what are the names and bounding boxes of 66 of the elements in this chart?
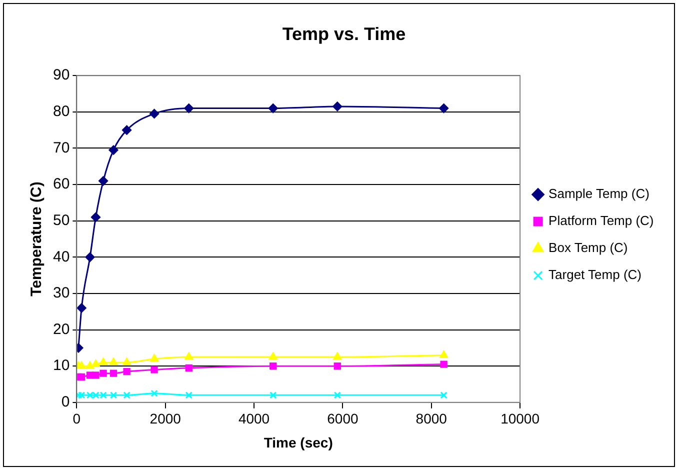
point [122,358,131,366]
x-axis-title: Time (sec) [264,434,333,450]
point [185,364,192,372]
point [268,352,278,360]
x-tick-label: 4000 [238,410,270,427]
legend-label: Sample Temp (C) [548,186,650,202]
point [76,392,82,399]
point [123,368,130,376]
y-tick-label: 40 [52,248,70,266]
x-tick-label: 0 [72,410,81,427]
y-tick-label: 30 [52,284,70,302]
point [122,125,132,135]
point [109,358,118,366]
y-tick-label: 80 [52,103,70,120]
point [268,104,278,114]
point [334,392,341,399]
point [85,252,95,262]
point [184,352,194,360]
point [333,352,342,360]
point [86,361,94,369]
point [86,392,94,399]
point [92,372,100,379]
point [440,392,448,399]
point [98,176,108,186]
y-tick-label: 20 [52,320,70,338]
point [92,360,100,368]
point [77,361,86,369]
point [150,354,158,362]
x-tick-label: 8000 [416,410,448,427]
point [185,392,192,399]
y-axis-title: Temperature (C) [28,182,46,296]
x-tick-label: 2000 [150,410,182,427]
point [150,390,158,397]
point [150,108,160,118]
point [110,370,118,377]
point [100,392,107,399]
point [108,145,118,155]
point [270,362,277,370]
y-tick-label: 50 [52,212,70,229]
point [270,392,277,399]
point [110,392,118,399]
point [91,212,100,222]
point [150,366,158,374]
chart-title: Temp vs. Time [282,24,406,44]
point [123,392,130,399]
point [332,102,342,112]
point [99,358,108,366]
x-tick-label: 6000 [327,410,358,427]
point [334,362,341,370]
point [76,303,86,313]
y-tick-label: 70 [52,139,70,156]
legend-label: Box Temp (C) [548,240,628,256]
point [100,370,107,377]
point [78,373,86,381]
legend-label: Target Temp (C) [548,267,642,282]
point [439,104,449,114]
y-tick-label: 10 [52,357,70,374]
y-tick-label: 0 [61,394,70,411]
point [440,350,448,358]
y-tick-label: 60 [52,176,70,193]
y-tick-label: 90 [52,66,70,84]
point [92,392,100,399]
point [440,360,448,368]
point [184,104,194,114]
legend-label: Platform Temp (C) [548,213,654,228]
x-tick-label: 10000 [500,410,540,427]
